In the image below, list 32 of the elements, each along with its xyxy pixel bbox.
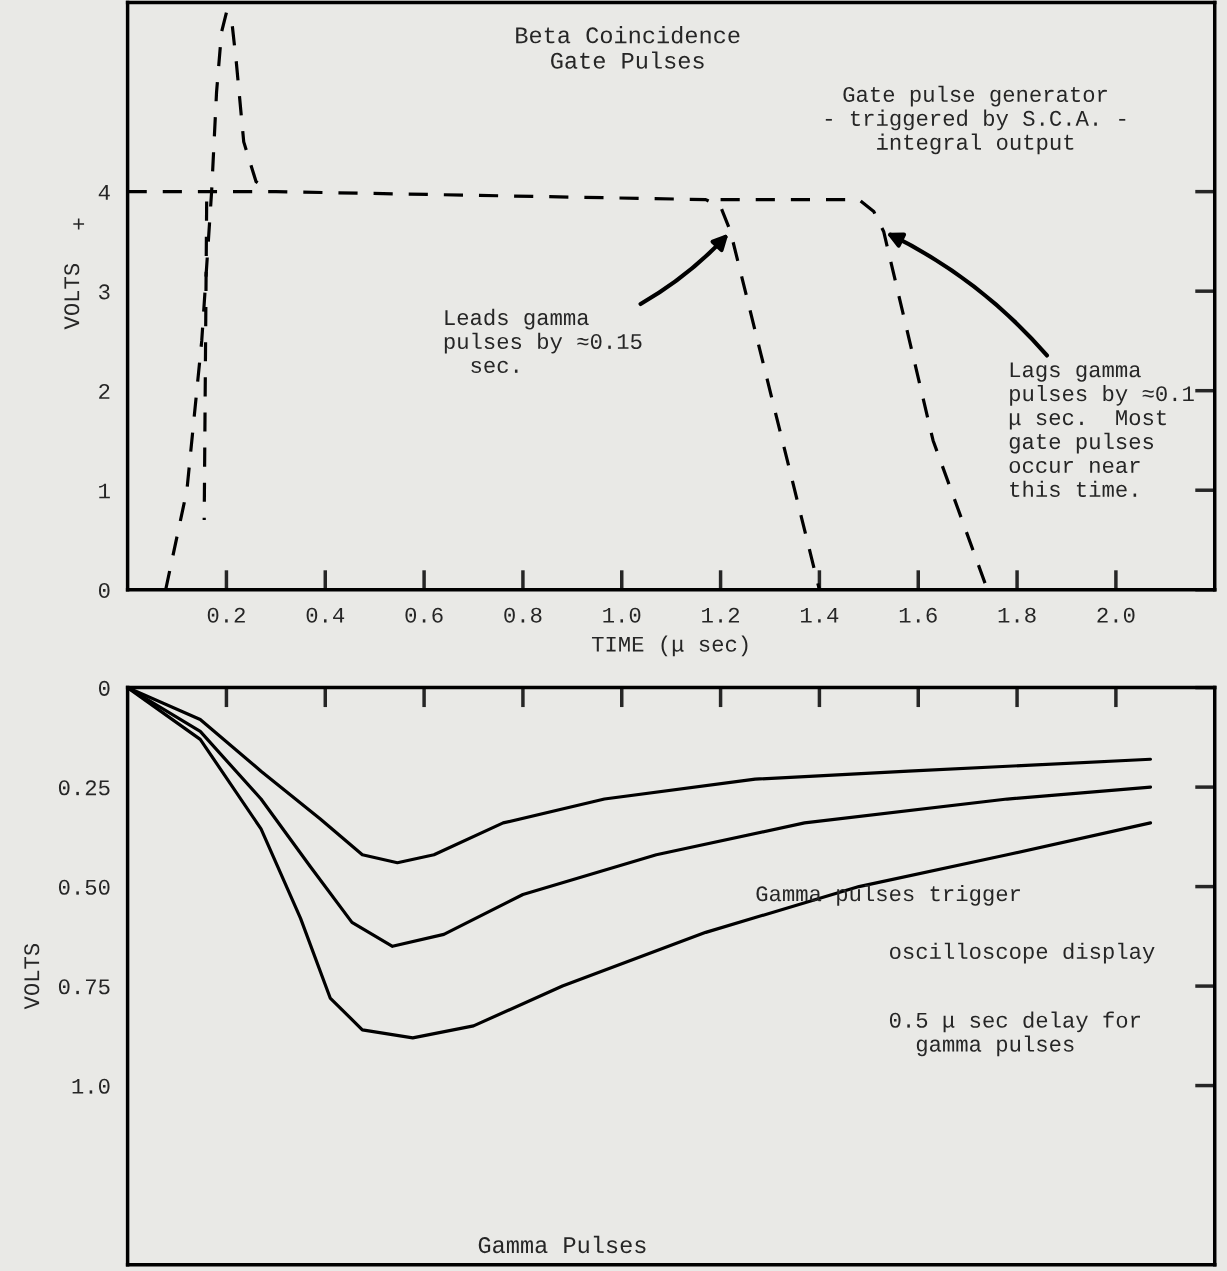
x-tick-label: 1.4 bbox=[801, 607, 839, 623]
y-axis-title: VOLTS bbox=[64, 263, 80, 330]
annotation: Gamma pulses trigger bbox=[756, 884, 1020, 906]
y-tick-label: 0 bbox=[98, 582, 110, 599]
x-tick-label: 1.2 bbox=[702, 607, 740, 623]
text: Beta Coincidence Gate Pulses bbox=[516, 26, 740, 69]
x-tick-label: 2.0 bbox=[1097, 607, 1135, 623]
x-tick-label: 1.6 bbox=[899, 607, 937, 623]
y-tick-label: 1.0 bbox=[72, 1078, 110, 1094]
text: + bbox=[73, 218, 85, 230]
y-tick-label: 3 bbox=[98, 284, 110, 300]
y-tick-label: 2 bbox=[99, 383, 110, 399]
x-tick-label: 0.2 bbox=[207, 607, 245, 623]
x-axis-title: TIME (μ sec) bbox=[591, 635, 748, 657]
y-tick-label: 1 bbox=[99, 483, 110, 499]
annotation: 0.5 μ sec delay for gamma pulses bbox=[889, 1011, 1140, 1057]
annotation: oscilloscope display bbox=[890, 942, 1155, 964]
y-tick-label: 0.25 bbox=[58, 780, 110, 796]
annotation: Leads gamma pulses by ≈0.15 sec. bbox=[444, 308, 642, 374]
annotation: Lags gamma pulses by ≈0.1 μ sec. Most gate pulses occur near this time. bbox=[1009, 362, 1194, 498]
y-axis-title: VOLTS bbox=[24, 943, 40, 1010]
y-tick-label: 4 bbox=[98, 185, 110, 200]
x-tick-label: 0.6 bbox=[405, 607, 443, 623]
text: Gamma Pulses bbox=[478, 1235, 646, 1254]
annotation: Gate pulse generator - triggered by S.C.A. - integral output bbox=[825, 85, 1126, 155]
x-tick-label: 1.8 bbox=[998, 607, 1036, 623]
y-tick-label: 0.75 bbox=[58, 979, 110, 995]
x-tick-label: 0.8 bbox=[504, 607, 542, 623]
y-tick-label: 0.50 bbox=[58, 879, 110, 895]
x-tick-label: 0.4 bbox=[306, 607, 345, 623]
y-tick-label: 0 bbox=[98, 680, 110, 696]
x-tick-label: 1.0 bbox=[603, 607, 641, 623]
